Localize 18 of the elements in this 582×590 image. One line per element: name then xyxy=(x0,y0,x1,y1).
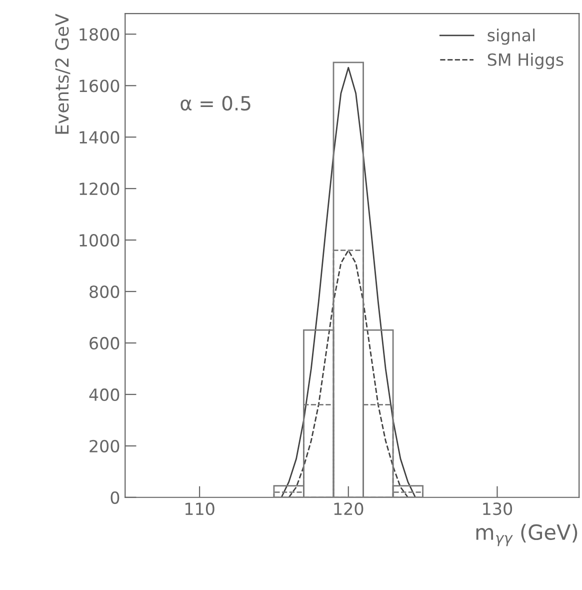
y-tick-label: 1400 xyxy=(80,131,120,144)
y-axis-title: Events/2 GeV xyxy=(55,14,70,134)
legend-label: signal xyxy=(488,28,535,45)
x-tick-label: 120 xyxy=(334,502,364,516)
y-tick-label: 1800 xyxy=(80,28,120,41)
legend-label: SM Higgs xyxy=(488,53,564,70)
annotation: α = 0.5 xyxy=(180,96,250,111)
x-tick-label: 130 xyxy=(483,502,512,516)
y-tick-label: 1600 xyxy=(80,80,120,92)
y-tick-label: 600 xyxy=(90,336,120,350)
y-tick-label: 400 xyxy=(89,388,120,402)
y-tick-label: 1000 xyxy=(80,234,120,247)
x-axis-title: m$_{γγ}$ (GeV) xyxy=(476,524,578,546)
x-tick-label: 110 xyxy=(185,502,214,516)
y-tick-label: 200 xyxy=(90,440,120,452)
y-tick-label: 0 xyxy=(110,491,120,504)
y-tick-label: 1200 xyxy=(80,182,120,196)
y-tick-label: 800 xyxy=(90,285,120,298)
